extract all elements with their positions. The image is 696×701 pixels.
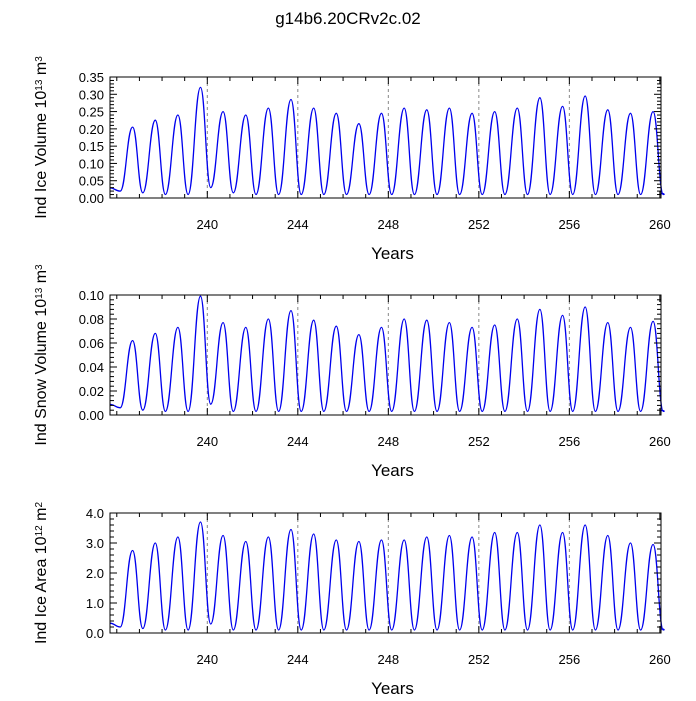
ice-area-xtick-label: 252 [468,652,490,667]
snow-volume-ytick-label: 0.00 [79,408,104,423]
ice-area-ytick-label: 3.0 [86,536,104,551]
ice-area-ytick-label: 4.0 [86,506,104,521]
ice-volume-series-line [109,86,665,196]
ice-volume-ytick-label: 0.20 [79,122,104,137]
ice-area-series-line [109,521,665,632]
snow-volume-ytick-label: 0.02 [79,384,104,399]
snow-volume-xtick-label: 260 [649,434,671,449]
ice-volume-xtick-label: 244 [287,217,309,232]
ice-volume-frame [109,76,662,199]
snow-volume-panel: 240 244 248 252 256 260 0.00 0.02 0.04 0.06 0.08 0.… [33,264,671,480]
snow-volume-ytick-label: 0.04 [79,360,104,375]
ice-volume-ytick-label: 0.30 [79,87,104,102]
snow-volume-frame [109,294,662,416]
ice-area-xtick-label: 256 [559,652,581,667]
snow-volume-xtick-label: 244 [287,434,309,449]
ice-area-ytick-label: 0.0 [86,626,104,641]
ice-volume-xlabel: Years [371,244,414,263]
ice-area-ytick-label: 2.0 [86,566,104,581]
figure-title: g14b6.20CRv2c.02 [275,9,421,28]
ice-area-panel: 240 244 248 252 256 260 0.0 1.0 2.0 3.0 4.0 Years In… [33,502,671,698]
snow-volume-xtick-label: 240 [196,434,218,449]
snow-volume-series-line [109,295,665,413]
ice-volume-ylabel: Ind Ice Volume 1013 m3 [33,56,50,219]
ice-area-xlabel: Years [371,679,414,696]
ice-volume-ytick-label: 0.35 [79,70,104,85]
ice-area-xtick-label: 260 [649,652,671,667]
ice-area-xtick-label: 244 [287,652,309,667]
ice-area-xtick-label: 240 [196,652,218,667]
ice-area-ylabel: Ind Ice Area 1012 m2 [33,502,50,645]
ice-volume-ytick-label: 0.15 [79,139,104,154]
snow-volume-xtick-label: 256 [559,434,581,449]
ice-volume-xtick-label: 248 [377,217,399,232]
snow-volume-xtick-label: 248 [377,434,399,449]
snow-volume-ytick-label: 0.06 [79,336,104,351]
snow-volume-ytick-label: 0.08 [79,312,104,327]
snow-volume-xtick-label: 252 [468,434,490,449]
ice-volume-xtick-label: 240 [196,217,218,232]
ice-volume-ytick-label: 0.10 [79,156,104,171]
ice-volume-xtick-label: 256 [559,217,581,232]
snow-volume-ytick-label: 0.10 [79,288,104,303]
ice-volume-ytick-label: 0.25 [79,105,104,120]
ice-area-xtick-label: 248 [377,652,399,667]
ice-volume-xtick-label: 252 [468,217,490,232]
ice-volume-xtick-label: 260 [649,217,671,232]
ice-area-ytick-label: 1.0 [86,596,104,611]
ice-volume-ytick-label: 0.00 [79,191,104,206]
ice-volume-ytick-label: 0.05 [79,174,104,189]
snow-volume-ylabel: Ind Snow Volume 1013 m3 [33,264,50,446]
snow-volume-xlabel: Years [371,461,414,480]
ice-volume-panel: 240 244 248 252 256 260 0.00 0.05 0.10 0.15 0.20 0.… [33,56,671,263]
